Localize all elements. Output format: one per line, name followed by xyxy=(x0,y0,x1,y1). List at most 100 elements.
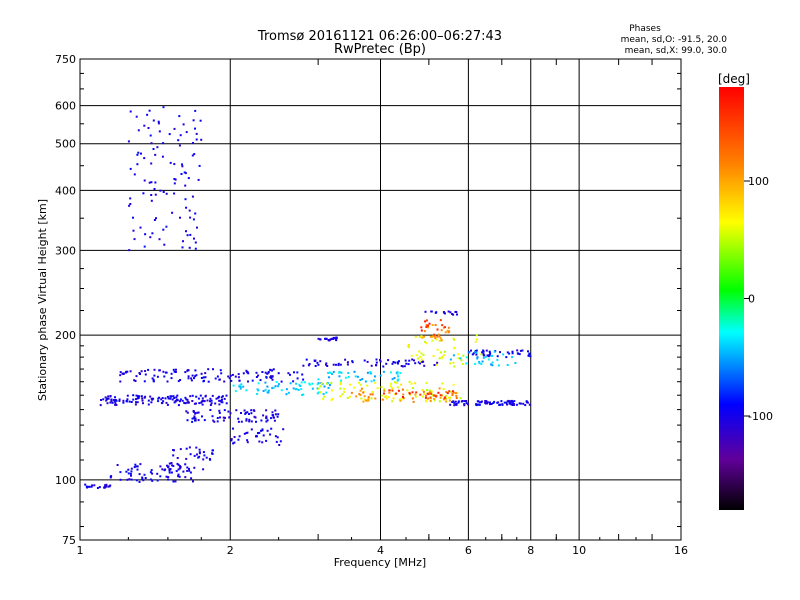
scatter-point xyxy=(157,122,160,125)
scatter-point xyxy=(149,471,152,474)
scatter-point xyxy=(276,415,279,418)
scatter-point xyxy=(395,381,398,384)
scatter-point xyxy=(441,394,444,397)
scatter-point xyxy=(440,339,443,341)
scatter-point xyxy=(188,469,191,472)
scatter-point xyxy=(147,368,150,371)
scatter-point xyxy=(476,400,479,403)
scatter-point xyxy=(508,400,510,403)
scatter-point xyxy=(150,199,153,202)
scatter-point xyxy=(439,396,442,399)
scatter-point xyxy=(194,369,197,372)
scatter-point xyxy=(218,411,221,414)
scatter-point xyxy=(164,468,167,471)
scatter-point xyxy=(197,456,200,459)
scatter-point xyxy=(130,470,133,473)
scatter-point xyxy=(414,393,417,396)
scatter-point xyxy=(517,352,520,355)
scatter-point xyxy=(411,358,414,361)
scatter-point xyxy=(152,119,155,122)
scatter-point xyxy=(223,380,226,383)
scatter-point xyxy=(433,364,436,366)
scatter-point xyxy=(516,349,519,352)
scatter-point xyxy=(192,410,195,413)
scatter-point xyxy=(287,372,290,375)
scatter-point xyxy=(463,400,466,403)
scatter-point xyxy=(130,401,133,403)
scatter-point xyxy=(385,362,388,365)
scatter-point xyxy=(330,338,333,340)
scatter-point xyxy=(181,246,184,249)
scatter-point xyxy=(91,484,94,487)
scatter-point xyxy=(424,340,427,343)
scatter-point xyxy=(150,397,153,400)
scatter-point xyxy=(258,431,261,434)
scatter-point xyxy=(267,371,270,374)
scatter-point xyxy=(258,440,261,443)
scatter-point xyxy=(474,351,477,353)
scatter-point xyxy=(341,393,344,396)
scatter-point xyxy=(179,398,182,401)
scatter-point xyxy=(492,402,495,404)
scatter-point xyxy=(488,354,491,357)
scatter-point xyxy=(107,485,110,488)
scatter-point xyxy=(264,388,267,391)
scatter-point xyxy=(160,398,163,401)
scatter-point xyxy=(174,400,177,403)
scatter-point xyxy=(167,478,170,481)
scatter-point xyxy=(275,381,278,383)
scatter-point xyxy=(428,389,431,392)
scatter-point xyxy=(103,486,106,489)
scatter-point xyxy=(396,371,399,374)
scatter-point xyxy=(167,476,170,479)
scatter-point xyxy=(229,374,232,377)
y-tick-label: 300 xyxy=(55,244,76,257)
scatter-point xyxy=(202,451,205,454)
scatter-point xyxy=(157,400,160,403)
scatter-point xyxy=(192,142,194,144)
scatter-point xyxy=(323,385,326,388)
scatter-point xyxy=(198,452,201,455)
scatter-point xyxy=(178,144,181,147)
scatter-point xyxy=(485,349,488,352)
scatter-point xyxy=(375,364,378,367)
scatter-point xyxy=(183,171,186,174)
scatter-point xyxy=(239,385,242,388)
scatter-point xyxy=(194,412,197,415)
scatter-point xyxy=(209,400,211,403)
scatter-point xyxy=(84,483,87,486)
y-tick-label: 400 xyxy=(55,184,76,197)
scatter-point xyxy=(173,163,176,166)
scatter-point xyxy=(371,393,374,396)
scatter-point xyxy=(438,400,441,403)
scatter-point xyxy=(414,382,417,385)
scatter-point xyxy=(463,404,466,407)
scatter-point xyxy=(480,353,483,356)
scatter-point xyxy=(390,382,392,385)
scatter-point xyxy=(326,365,329,367)
scatter-point xyxy=(169,395,172,398)
scatter-point xyxy=(475,353,478,356)
scatter-point xyxy=(168,469,171,472)
scatter-point xyxy=(195,446,198,449)
scatter-point xyxy=(295,388,298,390)
scatter-point xyxy=(384,395,387,398)
x-tick-label: 1 xyxy=(77,544,84,557)
scatter-point xyxy=(246,431,249,434)
scatter-point xyxy=(456,391,459,394)
scatter-point xyxy=(168,468,171,471)
scatter-point xyxy=(240,420,243,423)
scatter-point xyxy=(195,402,197,405)
scatter-point xyxy=(210,399,213,402)
scatter-point xyxy=(193,415,196,418)
scatter-point xyxy=(406,389,409,392)
scatter-point xyxy=(317,391,320,394)
scatter-point xyxy=(143,380,146,383)
scatter-point xyxy=(240,412,242,414)
scatter-point xyxy=(452,313,455,316)
scatter-point xyxy=(449,403,452,406)
scatter-point xyxy=(126,478,129,481)
scatter-point xyxy=(484,355,487,358)
scatter-point xyxy=(200,372,203,375)
x-tick-label: 10 xyxy=(572,544,586,557)
